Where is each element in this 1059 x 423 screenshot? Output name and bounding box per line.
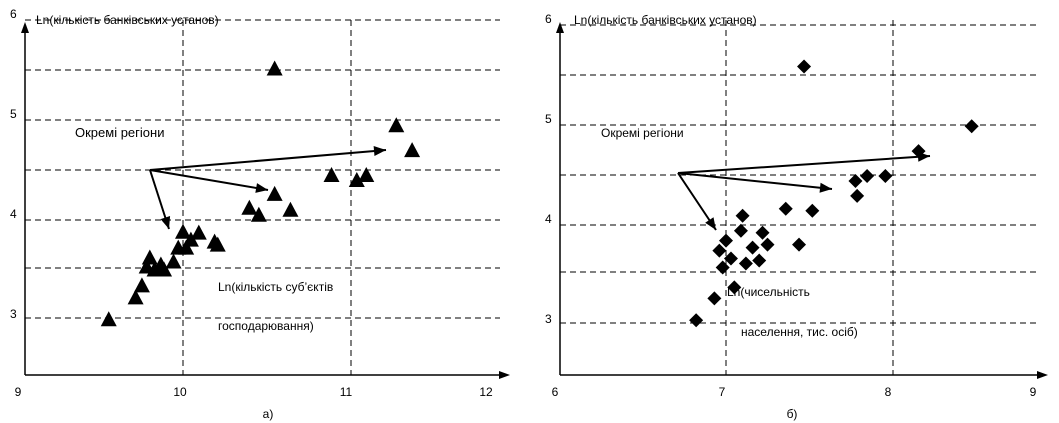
data-point-diamond <box>964 119 979 134</box>
data-point-triangle <box>323 166 340 182</box>
annotation-arrows-b <box>677 151 931 231</box>
y-tick-label: 5 <box>545 112 552 126</box>
data-point-diamond <box>723 251 738 266</box>
annotation-label-b: Окремі регіони <box>601 126 684 140</box>
annotation-arrowhead <box>705 217 716 230</box>
y-axis-label-a: Ln(кількість банківських установ) <box>36 13 219 27</box>
panel-label-b: б) <box>787 407 798 421</box>
data-point-diamond <box>911 144 926 159</box>
data-point-triangle <box>182 231 199 247</box>
data-point-diamond <box>735 208 750 223</box>
x-tick-label: 9 <box>15 385 22 399</box>
data-point-diamond <box>715 260 730 275</box>
data-point-diamond <box>733 223 748 238</box>
annotation-arrows-a <box>149 146 387 230</box>
data-point-triangle <box>190 224 207 240</box>
data-point-triangle <box>178 239 195 255</box>
y-axis-arrowhead <box>21 22 29 33</box>
y-tick-label: 3 <box>10 307 17 321</box>
data-point-diamond <box>752 253 767 268</box>
x-tick-label: 11 <box>340 385 353 399</box>
data-point-triangle <box>209 236 226 252</box>
data-point-diamond <box>707 291 722 306</box>
data-point-diamond <box>850 188 865 203</box>
data-point-triangle <box>266 185 283 201</box>
data-point-diamond <box>727 280 742 295</box>
tick-labels-a: 9 10 11 12 3 4 5 6 <box>10 7 493 399</box>
y-tick-label: 4 <box>545 212 552 226</box>
data-point-diamond <box>797 59 812 74</box>
x-tick-label: 10 <box>173 385 187 399</box>
data-point-triangle <box>156 261 173 277</box>
x-tick-label: 9 <box>1030 385 1037 399</box>
data-points-b <box>689 59 979 328</box>
data-point-diamond <box>792 237 807 252</box>
x-axis-label-b-line1: Ln(чисельність <box>727 285 810 299</box>
data-point-triangle <box>141 249 158 265</box>
data-point-diamond <box>738 256 753 271</box>
annotation-arrowhead <box>255 183 268 193</box>
data-point-triangle <box>100 311 117 327</box>
y-axis-arrowhead <box>556 22 564 33</box>
x-axis-label-a-line1: Ln(кількість суб’єктів <box>218 280 333 294</box>
data-point-diamond <box>712 243 727 258</box>
chart-panel-a: 9 10 11 12 3 4 5 6 Ln(кількість банківських уст… <box>10 7 510 421</box>
data-point-diamond <box>860 168 875 183</box>
data-point-triangle <box>127 289 144 305</box>
annotation-label-a: Окремі регіони <box>75 125 164 140</box>
data-point-triangle <box>404 142 421 158</box>
y-tick-label: 6 <box>545 12 552 26</box>
annotation-arrow <box>149 169 269 191</box>
y-axis-label-b: Ln(кількість банківських установ) <box>574 13 757 27</box>
y-tick-label: 4 <box>10 207 17 221</box>
annotation-arrow <box>149 149 387 171</box>
gridlines-b <box>560 20 1038 375</box>
x-axis-label-a-line2: господарювання) <box>218 319 314 333</box>
x-axis-arrowhead <box>499 371 510 379</box>
data-points-a <box>100 60 421 327</box>
axes-b <box>556 22 1048 379</box>
data-point-diamond <box>778 201 793 216</box>
x-tick-label: 6 <box>552 385 559 399</box>
data-point-triangle <box>348 171 365 187</box>
data-point-diamond <box>719 233 733 248</box>
x-tick-label: 8 <box>885 385 892 399</box>
y-tick-label: 6 <box>10 7 17 21</box>
y-tick-label: 3 <box>545 312 552 326</box>
data-point-triangle <box>266 60 283 76</box>
annotation-arrow <box>677 155 931 174</box>
x-axis-label-b-line2: населення, тис. осіб) <box>741 325 858 339</box>
data-point-diamond <box>755 225 770 240</box>
data-point-triangle <box>165 253 182 269</box>
annotation-arrowhead <box>160 216 171 229</box>
x-axis-arrowhead <box>1037 371 1048 379</box>
chart-panel-b: 6 7 8 9 3 4 5 6 Ln(кількість банківських устано… <box>545 12 1048 421</box>
data-point-triangle <box>358 166 375 182</box>
annotation-arrowhead <box>819 182 832 193</box>
panel-label-a: а) <box>263 407 274 421</box>
data-point-triangle <box>250 206 267 222</box>
data-point-triangle <box>133 277 150 293</box>
data-point-diamond <box>805 203 820 218</box>
data-point-diamond <box>760 237 775 252</box>
data-point-diamond <box>689 313 704 328</box>
data-point-diamond <box>745 240 760 255</box>
tick-labels-b: 6 7 8 9 3 4 5 6 <box>545 12 1037 399</box>
gridlines-a <box>25 19 500 375</box>
annotation-arrow <box>677 172 833 190</box>
data-point-triangle <box>388 117 405 133</box>
data-point-triangle <box>241 199 258 215</box>
data-point-triangle <box>175 223 191 239</box>
x-tick-label: 7 <box>719 385 726 399</box>
y-tick-label: 5 <box>10 107 17 121</box>
x-tick-label: 12 <box>479 385 493 399</box>
annotation-arrowhead <box>373 146 386 156</box>
data-point-diamond <box>878 168 893 183</box>
data-point-triangle <box>282 201 299 217</box>
axes-a <box>21 22 510 379</box>
data-point-diamond <box>848 173 863 188</box>
